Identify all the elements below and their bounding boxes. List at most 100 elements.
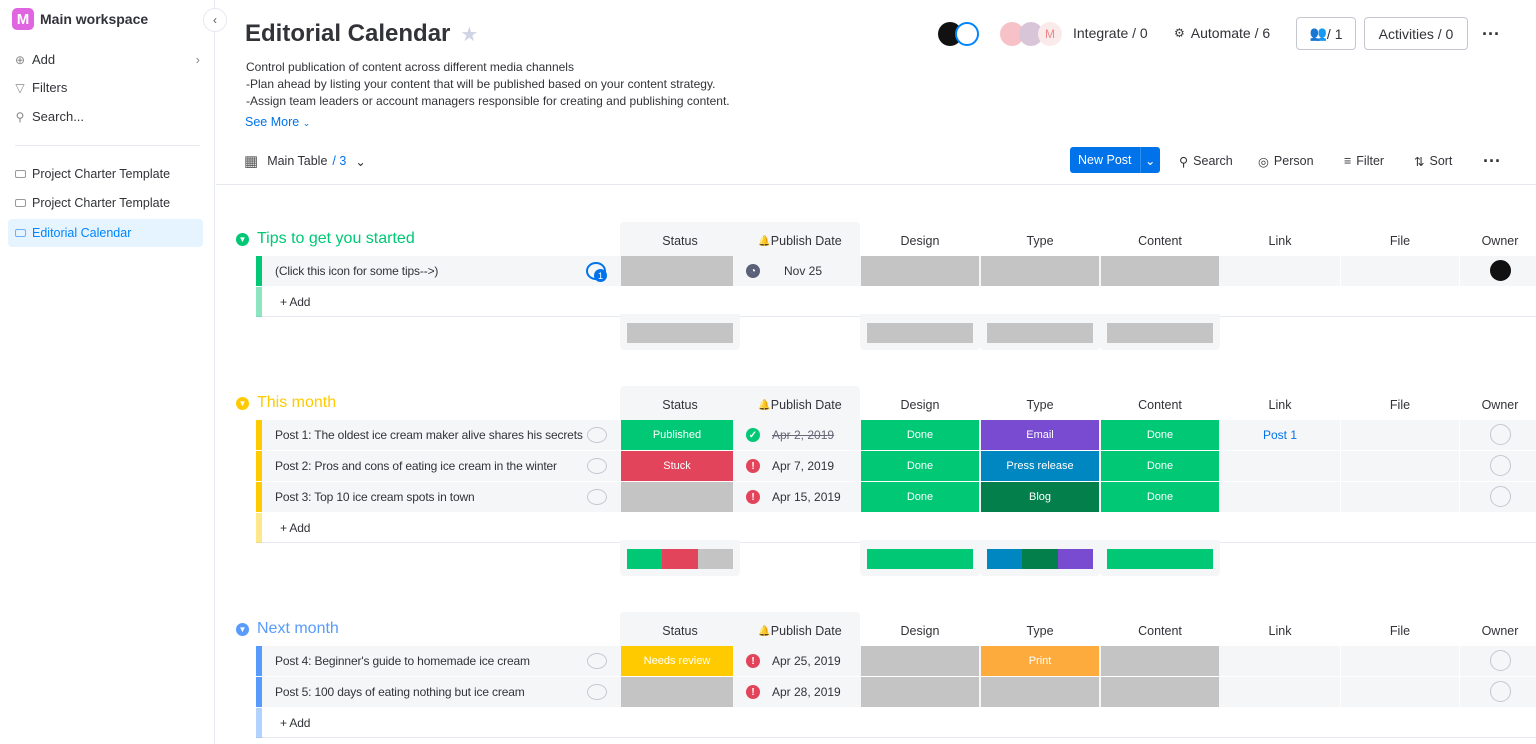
file-cell[interactable] — [1340, 482, 1460, 512]
add-item-button[interactable]: + Add — [280, 716, 311, 730]
publish-date-cell[interactable]: ! Apr 28, 2019 — [746, 677, 856, 707]
type-summary-segment[interactable] — [1022, 549, 1058, 569]
content-summary-segment[interactable] — [1107, 323, 1213, 343]
file-cell[interactable] — [1340, 451, 1460, 481]
column-header-link[interactable]: Link — [1268, 624, 1292, 638]
more-menu-icon[interactable]: ··· — [1482, 24, 1500, 44]
chevron-down-icon[interactable]: ⌄ — [1145, 153, 1156, 168]
column-header-file[interactable]: File — [1389, 624, 1411, 638]
column-header-type[interactable]: Type — [1026, 624, 1054, 638]
status-summary-segment[interactable] — [627, 323, 733, 343]
design-cell[interactable] — [861, 256, 979, 286]
column-header-type[interactable]: Type — [1026, 234, 1054, 248]
link-cell[interactable] — [1220, 451, 1340, 481]
add-item-row[interactable] — [256, 287, 1536, 317]
column-header-file[interactable]: File — [1389, 398, 1411, 412]
content-cell[interactable]: Done — [1101, 482, 1219, 512]
status-summary-segment[interactable] — [697, 549, 733, 569]
type-cell[interactable] — [981, 256, 1099, 286]
design-cell[interactable] — [861, 646, 979, 676]
column-header-publish-date[interactable]: 🔔 Publish Date — [740, 392, 860, 418]
item-name[interactable]: Post 1: The oldest ice cream maker alive… — [275, 428, 583, 442]
publish-date-cell[interactable]: ! Apr 15, 2019 — [746, 482, 856, 512]
content-cell[interactable]: Done — [1101, 420, 1219, 450]
toolbar-more-icon[interactable]: ··· — [1483, 150, 1501, 171]
column-header-status[interactable]: Status — [662, 234, 698, 248]
status-cell[interactable] — [621, 256, 733, 286]
item-name[interactable]: Post 3: Top 10 ice cream spots in town — [275, 490, 475, 504]
status-cell[interactable]: Needs review — [621, 646, 733, 676]
type-cell[interactable]: Press release — [981, 451, 1099, 481]
column-header-content[interactable]: Content — [1138, 398, 1182, 412]
file-cell[interactable] — [1340, 677, 1460, 707]
sidebar-board-project-charter-2[interactable]: Project Charter Template — [8, 189, 203, 217]
item-name[interactable]: Post 4: Beginner's guide to homemade ice… — [275, 654, 530, 668]
new-post-button[interactable]: New Post ⌄ — [1070, 147, 1160, 173]
owner-placeholder-icon[interactable] — [1490, 650, 1511, 671]
owner-placeholder-icon[interactable] — [1490, 424, 1511, 445]
status-cell[interactable] — [621, 677, 733, 707]
file-cell[interactable] — [1340, 420, 1460, 450]
conversation-icon[interactable] — [587, 653, 607, 669]
add-item-button[interactable]: + Add — [280, 521, 311, 535]
column-header-link[interactable]: Link — [1268, 234, 1292, 248]
design-cell[interactable]: Done — [861, 451, 979, 481]
person-button[interactable]: ◎ Person — [1258, 148, 1314, 174]
workspace-header[interactable]: M Main workspace — [12, 8, 148, 30]
link-cell[interactable] — [1220, 256, 1340, 286]
column-header-design[interactable]: Design — [900, 398, 940, 412]
type-summary-segment[interactable] — [987, 549, 1023, 569]
status-cell[interactable] — [621, 482, 733, 512]
collapse-group-icon[interactable]: ▼ — [236, 396, 249, 410]
content-cell[interactable] — [1101, 677, 1219, 707]
collapse-group-icon[interactable]: ▼ — [236, 232, 249, 246]
publish-date-cell[interactable]: ! Apr 25, 2019 — [746, 646, 856, 676]
see-more-link[interactable]: See More ⌄ — [245, 115, 310, 129]
group-title[interactable]: ▼ This month — [236, 394, 336, 412]
link-cell[interactable] — [1220, 677, 1340, 707]
add-item-row[interactable] — [256, 708, 1536, 738]
publish-date-cell[interactable]: ! Apr 7, 2019 — [746, 451, 856, 481]
owner-placeholder-icon[interactable] — [1490, 681, 1511, 702]
owner-placeholder-icon[interactable] — [1490, 455, 1511, 476]
design-cell[interactable] — [861, 677, 979, 707]
add-item-button[interactable]: + Add — [280, 295, 311, 309]
type-summary-segment[interactable] — [1057, 549, 1093, 569]
column-header-file[interactable]: File — [1389, 234, 1411, 248]
owner-avatar[interactable] — [1490, 260, 1511, 281]
column-header-design[interactable]: Design — [900, 234, 940, 248]
column-header-status[interactable]: Status — [662, 624, 698, 638]
activities-button[interactable]: Activities / 0 — [1364, 17, 1468, 50]
sidebar-board-editorial-calendar[interactable]: Editorial Calendar — [8, 219, 203, 247]
file-cell[interactable] — [1340, 646, 1460, 676]
content-cell[interactable] — [1101, 646, 1219, 676]
item-name[interactable]: Post 2: Pros and cons of eating ice crea… — [275, 459, 557, 473]
integrate-button[interactable]: Integrate / 0 — [1073, 25, 1148, 41]
publish-date-cell[interactable]: ◔ Nov 25 — [746, 256, 856, 286]
publish-date-cell[interactable]: ✓ Apr 2, 2019 — [746, 420, 856, 450]
type-cell[interactable]: Print — [981, 646, 1099, 676]
star-icon[interactable]: ★ — [460, 23, 479, 46]
board-view-icon[interactable] — [955, 22, 979, 46]
sidebar-board-project-charter-1[interactable]: Project Charter Template — [8, 160, 203, 188]
group-title[interactable]: ▼ Tips to get you started — [236, 230, 415, 248]
members-button[interactable]: 👥/ 1 — [1296, 17, 1356, 50]
status-cell[interactable]: Stuck — [621, 451, 733, 481]
sidebar-add[interactable]: ⊕ Add › — [14, 52, 200, 67]
content-summary-segment[interactable] — [1107, 549, 1213, 569]
content-cell[interactable]: Done — [1101, 451, 1219, 481]
conversation-icon[interactable] — [587, 684, 607, 700]
column-header-publish-date[interactable]: 🔔 Publish Date — [740, 618, 860, 644]
content-cell[interactable] — [1101, 256, 1219, 286]
column-header-owner[interactable]: Owner — [1481, 234, 1519, 248]
automate-button[interactable]: ⚙ Automate / 6 — [1174, 25, 1270, 41]
item-name[interactable]: (Click this icon for some tips-->) — [275, 264, 439, 278]
file-cell[interactable] — [1340, 256, 1460, 286]
type-cell[interactable]: Blog — [981, 482, 1099, 512]
collapse-sidebar-button[interactable]: ‹ — [203, 8, 227, 32]
column-header-type[interactable]: Type — [1026, 398, 1054, 412]
conversation-icon[interactable] — [587, 489, 607, 505]
type-summary-segment[interactable] — [987, 323, 1093, 343]
column-header-owner[interactable]: Owner — [1481, 398, 1519, 412]
link-cell[interactable]: Post 1 — [1262, 428, 1298, 442]
